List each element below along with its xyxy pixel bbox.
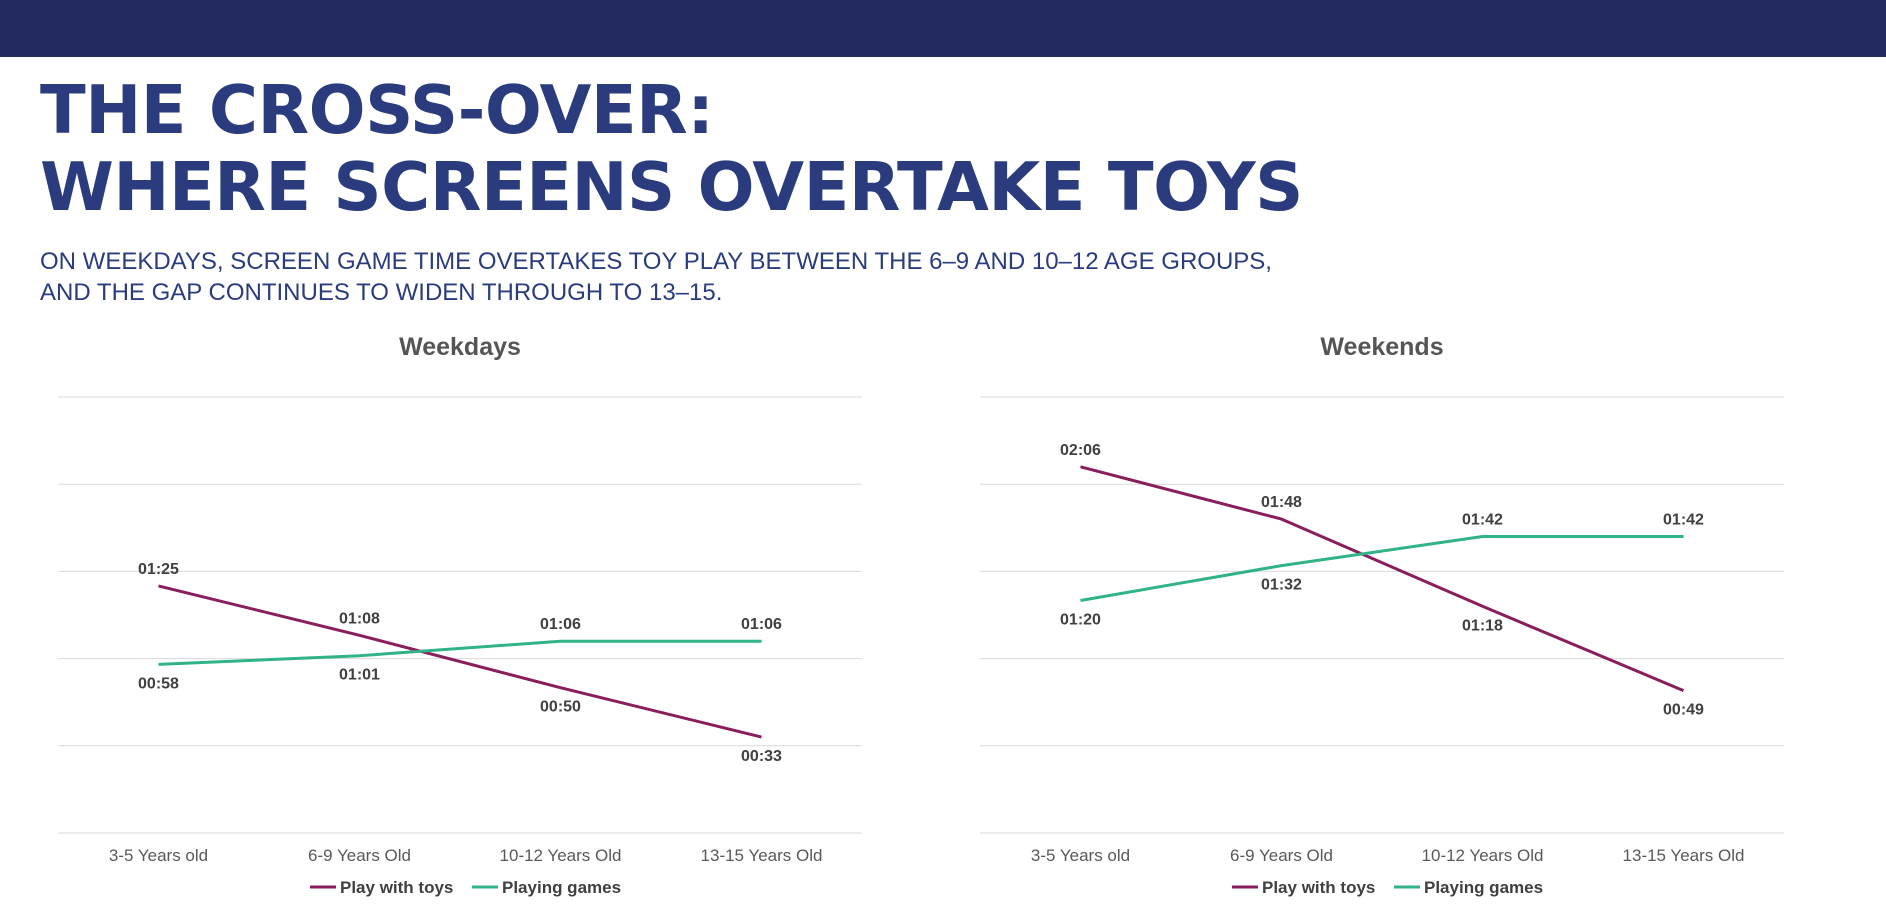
subtitle-line-1: ON WEEKDAYS, SCREEN GAME TIME OVERTAKES … xyxy=(40,248,1272,275)
x-tick-label: 6-9 Years Old xyxy=(308,846,411,865)
x-tick-label: 10-12 Years Old xyxy=(500,846,622,865)
weekdays-toys-data-label: 01:08 xyxy=(339,610,380,627)
weekends-games-data-label: 01:42 xyxy=(1462,512,1503,529)
weekdays-chart-svg: Weekdays 3-5 Years old 6-9 Years Old 10-12 … xyxy=(58,333,862,897)
x-tick-label: 10-12 Years Old xyxy=(1422,846,1544,865)
weekends-toys-data-label: 01:48 xyxy=(1261,494,1302,511)
x-tick-label: 13-15 Years Old xyxy=(701,846,823,865)
weekdays-chart-title: Weekdays xyxy=(399,333,521,361)
weekdays-legend: Play with toys Playing games xyxy=(310,878,621,897)
weekdays-games-data-label: 01:01 xyxy=(339,667,380,684)
x-tick-label: 3-5 Years old xyxy=(1031,846,1130,865)
weekends-toys-data-label: 02:06 xyxy=(1060,442,1101,459)
weekends-games-data-label: 01:20 xyxy=(1060,611,1101,628)
weekdays-toys-data-label: 00:33 xyxy=(741,748,782,765)
weekends-chart: Weekends 3-5 Years old 6-9 Years Old 10-12 … xyxy=(932,325,1832,915)
weekdays-games-data-label: 01:06 xyxy=(741,616,782,633)
x-tick-label: 3-5 Years old xyxy=(109,846,208,865)
weekdays-toys-data-label: 01:25 xyxy=(138,561,179,578)
weekends-legend: Play with toys Playing games xyxy=(1232,878,1543,897)
weekends-toys-data-label: 00:49 xyxy=(1663,702,1704,719)
weekdays-games-data-label: 00:58 xyxy=(138,675,179,692)
x-tick-label: 13-15 Years Old xyxy=(1623,846,1745,865)
weekends-games-line xyxy=(1080,535,1684,602)
x-tick-label: 6-9 Years Old xyxy=(1230,846,1333,865)
title-line-1: THE CROSS-OVER: xyxy=(40,71,714,149)
legend-label-games: Playing games xyxy=(1424,878,1543,897)
weekdays-toys-line xyxy=(158,584,762,739)
weekdays-toys-data-label: 00:50 xyxy=(540,699,581,716)
weekends-games-data-label: 01:42 xyxy=(1663,512,1704,529)
subtitle-line-2: AND THE GAP CONTINUES TO WIDEN THROUGH T… xyxy=(40,279,723,306)
weekends-toys-line xyxy=(1080,465,1685,692)
page-title: THE CROSS-OVER: WHERE SCREENS OVERTAKE T… xyxy=(40,72,1303,226)
legend-label-toys: Play with toys xyxy=(1262,878,1375,897)
title-line-2: WHERE SCREENS OVERTAKE TOYS xyxy=(40,148,1303,226)
legend-label-games: Playing games xyxy=(502,878,621,897)
weekends-games-data-label: 01:32 xyxy=(1261,577,1302,594)
weekdays-chart: Weekdays 3-5 Years old 6-9 Years Old 10-12 … xyxy=(10,325,910,915)
header-bar xyxy=(0,0,1886,57)
weekends-chart-svg: Weekends 3-5 Years old 6-9 Years Old 10-12 … xyxy=(980,333,1784,897)
weekdays-games-data-label: 01:06 xyxy=(540,616,581,633)
page-subtitle: ON WEEKDAYS, SCREEN GAME TIME OVERTAKES … xyxy=(40,246,1272,308)
weekdays-games-line xyxy=(158,639,762,666)
weekends-chart-title: Weekends xyxy=(1320,333,1443,361)
legend-label-toys: Play with toys xyxy=(340,878,453,897)
weekends-toys-data-label: 01:18 xyxy=(1462,617,1503,634)
